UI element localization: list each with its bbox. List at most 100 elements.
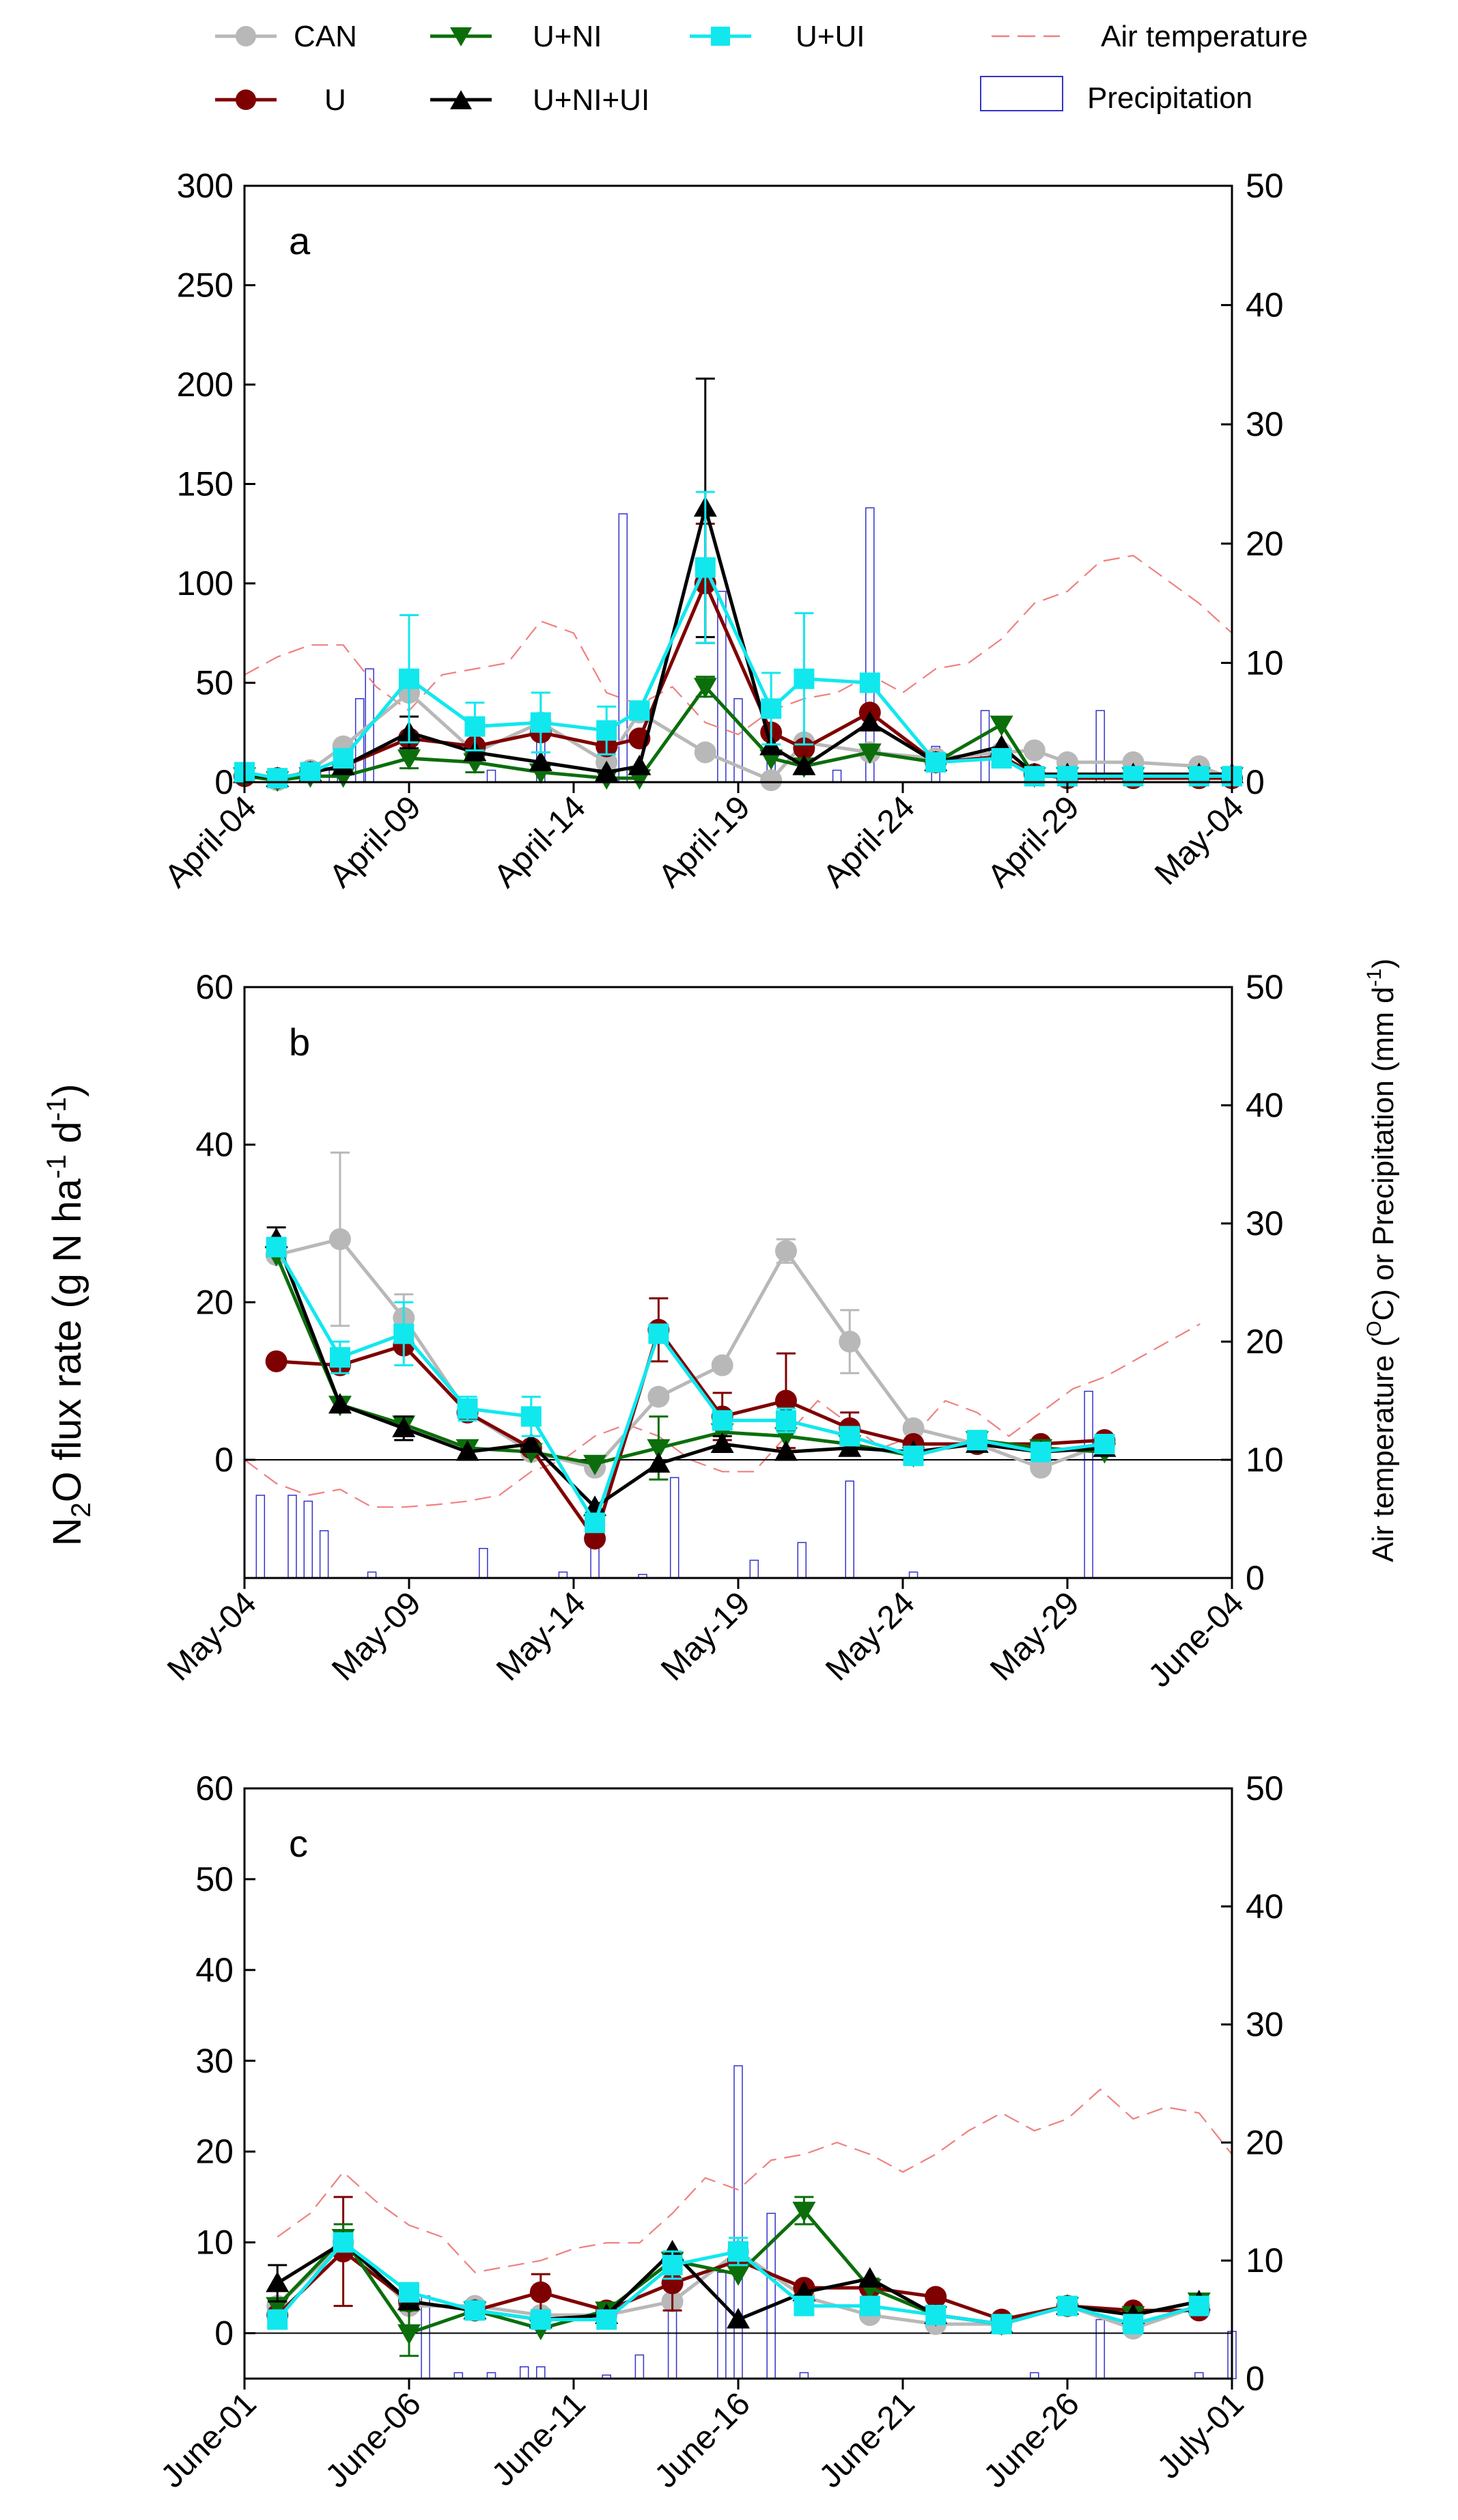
series-u-ni-ui [233,377,1244,788]
y2-tick-label: 0 [1246,1559,1265,1597]
y-tick-label: 30 [195,2042,234,2080]
legend-u-ui-marker-icon [711,27,730,46]
x-tick-label: June-26 [977,2385,1087,2495]
data-point [300,762,321,783]
data-point [584,1527,606,1550]
legend-u-ni-ui-label: U+NI+UI [533,83,649,117]
legend-item-precipitation: Precipitation [980,76,1252,115]
y2-tick-label: 50 [1246,1769,1284,1808]
precipitation-bar [845,1480,855,1579]
data-point [464,2300,486,2321]
data-point [530,2309,551,2330]
data-point [925,2286,947,2308]
data-point [1188,766,1209,787]
y2-tick-label: 40 [1246,1887,1284,1926]
data-point [399,2282,419,2303]
y-tick-label: 150 [177,465,234,503]
x-tick-label: April-09 [322,789,427,894]
data-point [1188,2295,1209,2316]
y2-tick-label: 50 [1246,167,1284,205]
data-point [838,1436,862,1457]
data-point [1123,2314,1144,2335]
data-point [902,1417,925,1439]
data-point [1123,766,1144,787]
data-point [647,1452,671,1473]
data-point [858,743,882,764]
y-tick-label: 20 [195,1283,234,1321]
x-tick-label: May-09 [325,1585,428,1688]
y-tick-label: 10 [195,2224,234,2262]
x-tick-label: May-04 [160,1585,264,1688]
data-point [457,1398,478,1420]
data-point [647,1385,670,1408]
precipitation-bar [634,2354,645,2379]
data-point [1030,1456,1052,1479]
data-point [839,1331,861,1353]
data-point [792,754,816,775]
y2-tick-label: 30 [1246,1204,1284,1243]
data-point [925,2304,947,2325]
data-point [775,1410,796,1431]
y2-tick-label: 40 [1246,1086,1284,1124]
data-point [530,712,551,733]
precipitation-bar [479,1548,488,1579]
data-point [265,1350,288,1372]
y-tick-label: 50 [195,1860,234,1898]
y2-tick-label: 30 [1246,405,1284,443]
y-tick-label: 40 [195,1951,234,1989]
y2-tick-label: 10 [1246,643,1284,682]
legend-air-temperature-label: Air temperature [1101,20,1308,53]
y2-tick-label: 40 [1246,286,1284,324]
data-point [858,2267,882,2288]
precipitation-bar [486,769,496,783]
precipitation-bar [733,2065,743,2379]
data-point [329,1347,350,1368]
series-u-ui [266,1236,1115,1534]
y-tick-label: 250 [177,266,234,305]
precipitation-bar [536,2366,546,2379]
data-point [925,751,947,773]
data-point [1023,739,1046,762]
panel-c: 0 10 20 30 40 50 60 0 10 20 30 40 50 June-01 June-06 Ju… [154,1769,1284,2495]
data-point [859,2295,880,2316]
series-u-ui [234,490,1242,789]
x-tick-label: July-01 [1151,2385,1251,2486]
data-point [991,748,1012,769]
x-tick-label: June-01 [154,2385,264,2495]
data-point [712,1410,733,1431]
panel-letter: c [289,1822,308,1865]
data-point [455,1440,479,1461]
data-point [859,672,880,693]
data-point [839,1426,860,1447]
precipitation-bar [717,2271,727,2379]
legend: CAN U U+NI U+NI+UI U+UI Air temperature [215,20,1308,117]
data-point [266,1236,287,1258]
x-tick-label: June-04 [1142,1585,1251,1694]
y-tick-label: 0 [214,2314,234,2353]
data-point [529,750,552,771]
data-point [727,2308,750,2329]
data-point [596,720,617,741]
data-point [629,700,650,721]
x-tick-label: June-16 [648,2385,757,2495]
y-tick-label: 60 [195,1769,234,1808]
series-u-ui [267,2232,1209,2335]
precipitation-bar [669,1477,679,1579]
legend-item-u-ui: U+UI [690,20,865,53]
data-point [694,741,716,764]
x-tick-label: June-21 [813,2385,922,2495]
legend-u-marker-icon [236,89,256,110]
y2-tick-label: 20 [1246,525,1284,563]
x-tick-label: April-04 [158,789,263,894]
data-point [727,2265,750,2286]
x-tick-label: May-04 [1148,789,1251,892]
precipitation-bar [303,1500,313,1579]
precipitation-bar [288,1495,297,1579]
legend-u-ni-marker-icon [450,27,472,46]
data-point [858,710,882,732]
legend-can-label: CAN [294,20,357,53]
y-tick-label: 0 [214,763,234,801]
precipitation-bar [1095,710,1105,783]
data-point [628,754,651,775]
data-point [761,698,782,719]
